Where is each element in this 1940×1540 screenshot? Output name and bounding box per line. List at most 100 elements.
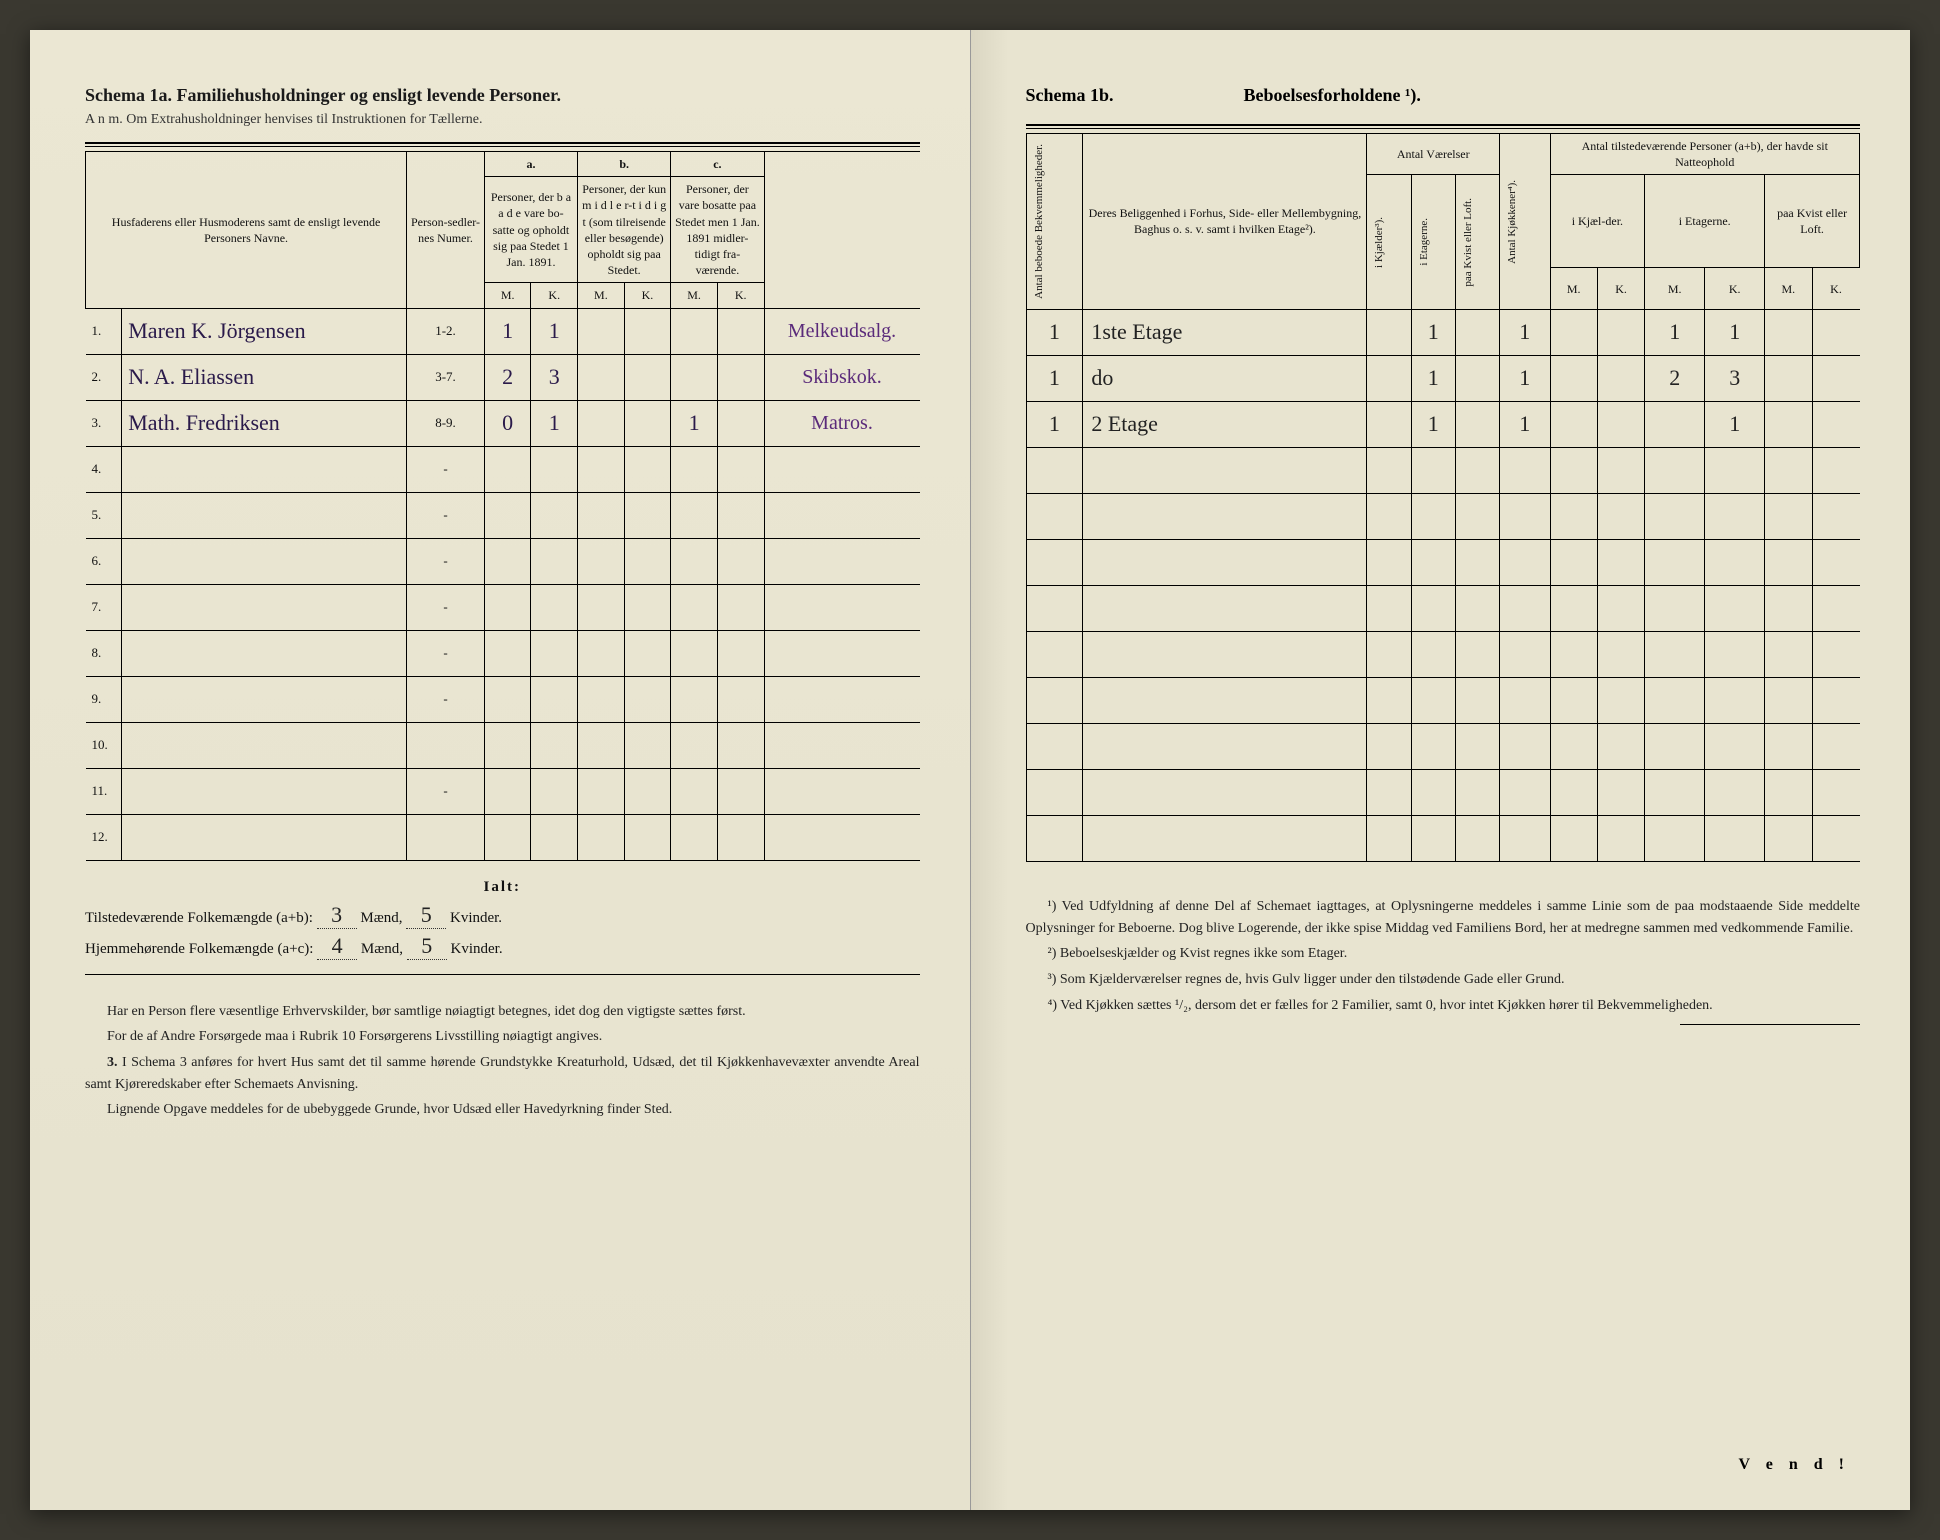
row-name: N. A. Eliassen: [122, 354, 407, 400]
p-kjald: i Kjæl-der.: [1550, 175, 1645, 268]
r-p1m: [1550, 815, 1597, 861]
r-p2m: [1645, 631, 1705, 677]
r-c1: [1026, 723, 1083, 769]
schema-1a-table: Husfaderens eller Husmoderens samt de en…: [85, 151, 920, 861]
r-p1m: [1550, 677, 1597, 723]
r-v1: [1367, 723, 1411, 769]
schema-1a-title: Schema 1a. Familiehusholdninger og ensli…: [85, 85, 920, 106]
row-b-m: [578, 354, 625, 400]
col-b-top: b.: [578, 152, 671, 177]
r-p1k: [1597, 723, 1644, 769]
r-p2k: 1: [1705, 309, 1765, 355]
row-b-m: [578, 492, 625, 538]
row-num: 3.: [86, 400, 122, 446]
row-c-m: [671, 584, 718, 630]
right-footnotes: ¹) Ved Udfyldning af denne Del af Schema…: [1026, 896, 1861, 1016]
row-num: 1.: [86, 308, 122, 354]
r-v3: [1455, 355, 1499, 401]
r-p3k: [1812, 539, 1859, 585]
r-v2: 1: [1411, 401, 1455, 447]
schema-1b-title: Schema 1b.: [1026, 85, 1114, 106]
row-b-k: [624, 538, 671, 584]
row-c-m: 1: [671, 400, 718, 446]
row-a-m: [484, 630, 531, 676]
r-p2k: [1705, 723, 1765, 769]
row-name: [122, 814, 407, 860]
r-p3m: [1765, 493, 1812, 539]
col-c-top: c.: [671, 152, 764, 177]
r-c2: [1083, 631, 1367, 677]
col-b-desc: Personer, der kun m i d l e r-t i d i g …: [578, 177, 671, 283]
totals-block: Ialt: Tilstedeværende Folkemængde (a+b):…: [85, 879, 920, 960]
r-p2m: [1645, 539, 1705, 585]
r-c1: [1026, 815, 1083, 861]
col-natteop: Antal tilstedeværende Personer (a+b), de…: [1550, 134, 1859, 175]
document-spread: Schema 1a. Familiehusholdninger og ensli…: [30, 30, 1910, 1510]
r-p1m: [1550, 723, 1597, 769]
row-a-m: [484, 676, 531, 722]
row-a-m: [484, 446, 531, 492]
rfn3: ³) Som Kjælderværelser regnes de, hvis G…: [1026, 969, 1861, 991]
col-c-k: K.: [717, 283, 764, 308]
row-ps: -: [407, 492, 485, 538]
r-c2: 1ste Etage: [1083, 309, 1367, 355]
r-p3k: [1812, 723, 1859, 769]
r-p2k: [1705, 585, 1765, 631]
table-row: [1026, 723, 1860, 769]
col-bekvem: Antal beboede Bekvemmeligheder.: [1026, 134, 1083, 310]
v-etag: i Etagerne.: [1411, 175, 1455, 310]
table-row: 1 2 Etage 1 1 1: [1026, 401, 1860, 447]
r-p3k: [1812, 355, 1859, 401]
row-a-m: [484, 814, 531, 860]
r-p1k: [1597, 677, 1644, 723]
r-v2: 1: [1411, 355, 1455, 401]
r-c2: 2 Etage: [1083, 401, 1367, 447]
row-occ: [764, 492, 920, 538]
r-v1: [1367, 769, 1411, 815]
row-c-m: [671, 676, 718, 722]
r-p2k: [1705, 447, 1765, 493]
row-b-k: [624, 492, 671, 538]
col-personsedler: Person-sedler-nes Numer.: [407, 152, 485, 309]
r-p3k: [1812, 677, 1859, 723]
r-v3: [1455, 493, 1499, 539]
r-p3k: [1812, 815, 1859, 861]
row-a-k: [531, 768, 578, 814]
r-v1: [1367, 677, 1411, 723]
row-name: Maren K. Jörgensen: [122, 308, 407, 354]
r-v3: [1455, 677, 1499, 723]
r-p1k: [1597, 309, 1644, 355]
p-etag: i Etagerne.: [1645, 175, 1765, 268]
r-v2: [1411, 769, 1455, 815]
row-b-k: [624, 676, 671, 722]
row-c-k: [717, 630, 764, 676]
r-p1m: [1550, 447, 1597, 493]
table-row: 1. Maren K. Jörgensen 1-2. 1 1 Melkeudsa…: [86, 308, 920, 354]
r-v3: [1455, 769, 1499, 815]
schema-1b-table: Antal beboede Bekvemmeligheder. Deres Be…: [1026, 133, 1861, 862]
r-p2k: 1: [1705, 401, 1765, 447]
r-p3k: [1812, 769, 1859, 815]
r-c2: [1083, 677, 1367, 723]
row-c-m: [671, 768, 718, 814]
row-num: 7.: [86, 584, 122, 630]
r-p3m: [1765, 769, 1812, 815]
r-p3m: [1765, 539, 1812, 585]
row-a-k: [531, 446, 578, 492]
col-c-m: M.: [671, 283, 718, 308]
col-kjokkener: Antal Kjøkkener⁴).: [1500, 134, 1551, 310]
row-name: [122, 630, 407, 676]
row-ps: 8-9.: [407, 400, 485, 446]
row-num: 12.: [86, 814, 122, 860]
row-ps: -: [407, 676, 485, 722]
row-a-k: [531, 630, 578, 676]
row-c-k: [717, 354, 764, 400]
row-c-k: [717, 676, 764, 722]
r-kj: 1: [1500, 401, 1551, 447]
table-row: 2. N. A. Eliassen 3-7. 2 3 Skibskok.: [86, 354, 920, 400]
row-c-k: [717, 538, 764, 584]
col-a-top: a.: [484, 152, 577, 177]
row-c-k: [717, 400, 764, 446]
r-p1m: [1550, 631, 1597, 677]
row-a-k: [531, 676, 578, 722]
